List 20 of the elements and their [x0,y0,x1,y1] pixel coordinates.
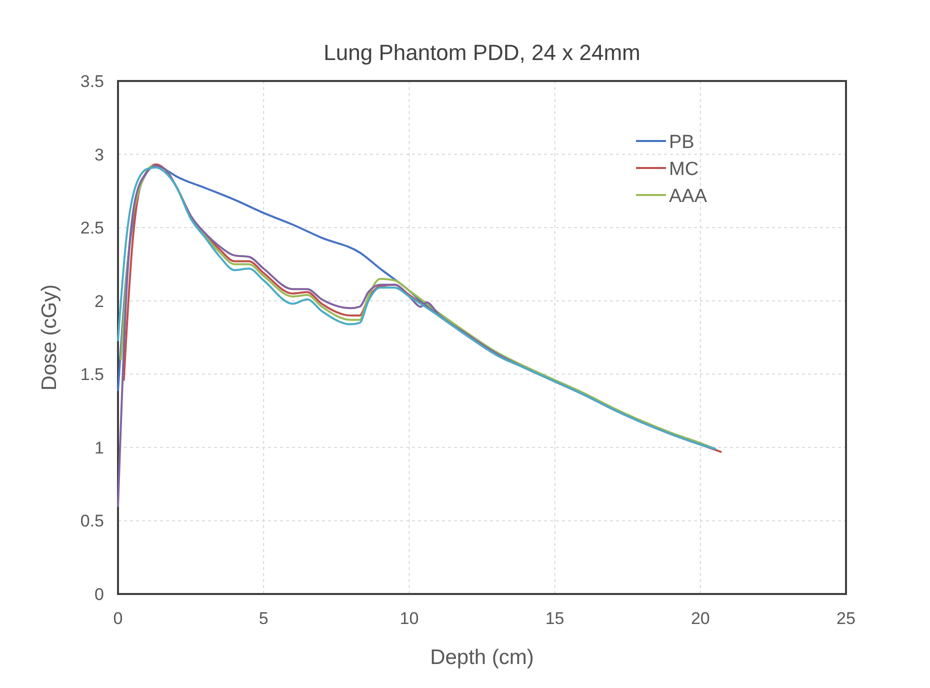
x-axis-title: Depth (cm) [430,646,534,669]
y-tick-label: 0.5 [80,512,104,531]
legend-label: MC [669,159,699,180]
x-tick-label: 0 [113,609,123,628]
x-tick-label: 10 [400,609,419,628]
y-tick-label: 1.5 [80,365,104,384]
x-tick-label: 25 [836,609,856,628]
y-tick-label: 2.5 [80,218,104,238]
x-tick-label: 20 [690,609,710,628]
y-tick-label: 2 [94,292,104,311]
legend-label: AAA [669,186,708,207]
x-tick-label: 5 [258,609,268,628]
x-tick-label: 15 [545,609,564,628]
y-tick-label: 1 [94,438,104,458]
y-tick-label: 3.5 [80,72,104,91]
y-axis-title: Dose (cGy) [38,284,61,391]
legend-label: PB [669,132,694,153]
chart-title: Lung Phantom PDD, 24 x 24mm [324,40,640,65]
y-tick-label: 0 [94,585,104,604]
y-tick-label: 3 [94,145,104,164]
